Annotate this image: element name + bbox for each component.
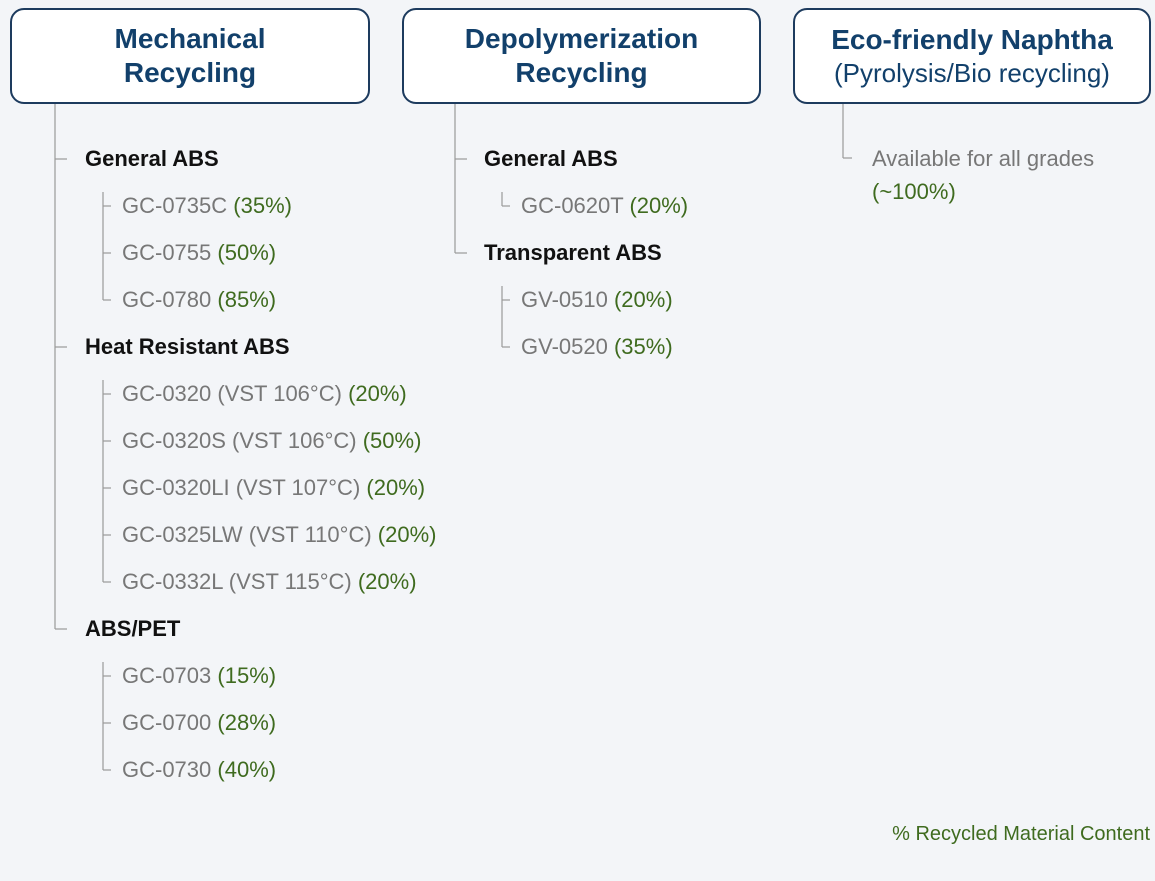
grade-name: GC-0735C	[122, 193, 228, 218]
grade-name: GC-0755	[122, 240, 212, 265]
grade-item: GC-0755 (50%)	[122, 240, 276, 266]
recycled-content: (20%)	[348, 381, 407, 406]
grade-item: GC-0735C (35%)	[122, 193, 292, 219]
grade-name: GC-0730	[122, 757, 212, 782]
group-label: General ABS	[85, 146, 219, 171]
naphtha-box: Eco-friendly Naphtha (Pyrolysis/Bio recy…	[793, 8, 1151, 104]
grade-item: GC-0320 (VST 106°C) (20%)	[122, 381, 407, 407]
grade-item: GV-0510 (20%)	[521, 287, 673, 313]
grade-name: GC-0700	[122, 710, 212, 735]
recycled-content: (50%)	[362, 428, 422, 453]
grade-item: GC-0703 (15%)	[122, 663, 276, 689]
recycled-content: (50%)	[217, 240, 277, 265]
recycled-content: (15%)	[217, 663, 277, 688]
grade-item: GC-0730 (40%)	[122, 757, 276, 783]
grade-item: GC-0332L (VST 115°C) (20%)	[122, 569, 417, 595]
grade-name: GC-0620T	[521, 193, 624, 218]
recycled-content: (40%)	[217, 757, 277, 782]
grade-name: GC-0325LW (VST 110°C)	[122, 522, 372, 547]
grade-name: GC-0332L (VST 115°C)	[122, 569, 352, 594]
group-label: General ABS	[484, 146, 618, 171]
grade-item: GC-0620T (20%)	[521, 193, 688, 219]
grade-name: GC-0320LI (VST 107°C)	[122, 475, 361, 500]
recycled-content: (20%)	[613, 287, 673, 312]
grade-name: GV-0520	[521, 334, 608, 359]
grade-item: GC-0325LW (VST 110°C) (20%)	[122, 522, 436, 548]
category-title: Depolymerization Recycling	[464, 23, 699, 88]
grade-item: GV-0520 (35%)	[521, 334, 673, 360]
recycled-content: (20%)	[357, 569, 417, 594]
grade-name: GC-0703	[122, 663, 212, 688]
group-label: ABS/PET	[85, 616, 181, 641]
recycled-content: (20%)	[366, 475, 426, 500]
naphtha-note: Available for all grades	[872, 146, 1095, 171]
naphtha-subtitle: (Pyrolysis/Bio recycling)	[834, 58, 1110, 88]
recycled-content: (35%)	[613, 334, 673, 359]
grade-item: GC-0700 (28%)	[122, 710, 276, 736]
grade-item: GC-0320LI (VST 107°C) (20%)	[122, 475, 425, 501]
recycled-content: (35%)	[233, 193, 292, 218]
grade-item: GC-0780 (85%)	[122, 287, 276, 313]
grade-item: GC-0320S (VST 106°C) (50%)	[122, 428, 421, 454]
grade-name: GC-0320 (VST 106°C)	[122, 381, 342, 406]
recycled-content: (20%)	[377, 522, 437, 547]
grade-name: GC-0320S (VST 106°C)	[122, 428, 357, 453]
category-box: Depolymerization Recycling	[402, 8, 761, 104]
naphtha-content: (~100%)	[872, 179, 956, 204]
grade-name: GV-0510	[521, 287, 608, 312]
category-box: Mechanical Recycling	[10, 8, 370, 104]
recycled-content: (20%)	[629, 193, 689, 218]
category-title: Mechanical Recycling	[114, 23, 266, 88]
naphtha-title: Eco-friendly Naphtha	[831, 24, 1113, 55]
footer: % Recycled Material Content	[892, 823, 1150, 845]
group-label: Transparent ABS	[484, 240, 662, 265]
group-label: Heat Resistant ABS	[85, 334, 290, 359]
grade-name: GC-0780	[122, 287, 212, 312]
recycled-content: (85%)	[217, 287, 277, 312]
recycled-content: (28%)	[217, 710, 277, 735]
